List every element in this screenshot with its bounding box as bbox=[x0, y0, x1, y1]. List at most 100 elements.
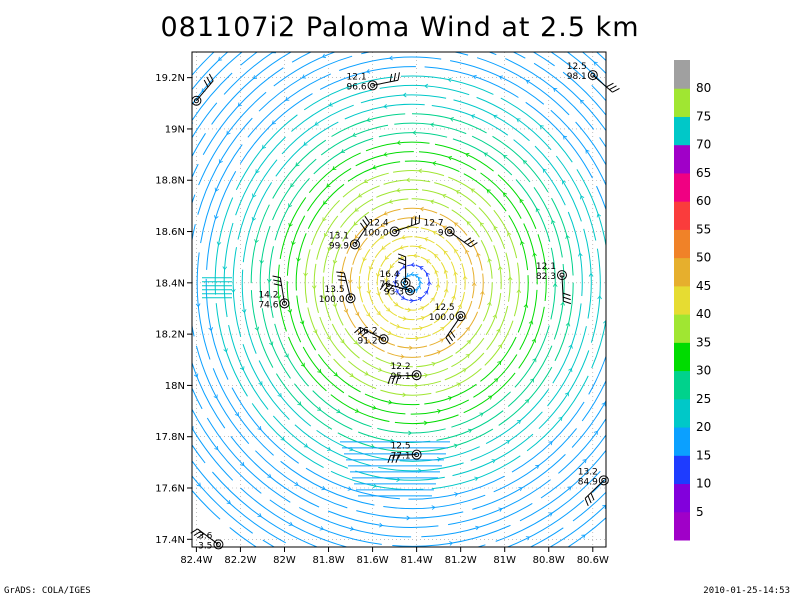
streamline-arrow bbox=[332, 166, 337, 171]
streamline bbox=[619, 103, 675, 224]
streamline-arrow bbox=[439, 590, 442, 594]
streamline bbox=[415, 264, 424, 270]
colorbar-swatch bbox=[674, 229, 690, 259]
streamline-arrow bbox=[439, 338, 444, 343]
streamline bbox=[424, 383, 477, 405]
streamline-arrow bbox=[406, 515, 411, 521]
streamline-arrow bbox=[385, 291, 390, 296]
streamline-arrow bbox=[612, 235, 616, 238]
streamline bbox=[240, 487, 349, 547]
station-dot bbox=[407, 288, 413, 294]
streamline-arrow bbox=[214, 215, 219, 220]
streamline-arrow bbox=[579, 99, 585, 104]
station-label-top: 16.4 bbox=[380, 270, 400, 280]
streamline-arrow bbox=[418, 326, 424, 331]
streamline-arrow bbox=[454, 222, 459, 227]
streamline bbox=[549, 504, 606, 547]
streamline bbox=[239, 93, 313, 164]
streamline bbox=[195, 345, 250, 445]
colorbar-swatch bbox=[674, 285, 690, 315]
streamline bbox=[485, 293, 502, 336]
streamline-arrow bbox=[507, 276, 513, 281]
wind-barb-flag bbox=[445, 337, 451, 345]
streamline-arrow bbox=[442, 39, 445, 43]
station-dot bbox=[381, 336, 387, 342]
streamline bbox=[274, 323, 309, 387]
streamline-arrow bbox=[474, 476, 479, 481]
streamline bbox=[327, 510, 439, 528]
streamline-arrow bbox=[424, 290, 429, 295]
streamline-arrow bbox=[252, 75, 258, 80]
streamline-arrow bbox=[208, 327, 213, 332]
streamline bbox=[480, 240, 493, 279]
streamline-arrow bbox=[472, 74, 477, 80]
station-ring bbox=[378, 334, 389, 345]
streamline-arrow bbox=[323, 200, 328, 205]
streamline-arrow bbox=[457, 304, 462, 309]
streamline-arrow bbox=[416, 285, 421, 290]
station-label-top: 12.4 bbox=[369, 219, 389, 229]
streamline-arrow bbox=[607, 116, 610, 120]
streamline-arrow bbox=[259, 259, 265, 265]
wind-barb-flag bbox=[206, 76, 212, 85]
streamline-arrow bbox=[523, 303, 529, 308]
streamline bbox=[308, 152, 361, 194]
streamline-arrow bbox=[552, 282, 558, 287]
streamline-arrow bbox=[413, 288, 418, 293]
streamline-arrow bbox=[568, 367, 573, 373]
streamline-arrow bbox=[644, 345, 648, 348]
streamline-arrow bbox=[383, 211, 388, 216]
footer-right-text: 2010-01-25-14:53 bbox=[703, 586, 790, 596]
streamline-arrow bbox=[375, 273, 381, 278]
streamline bbox=[240, 52, 259, 66]
streamline-arrow bbox=[454, 492, 459, 497]
streamline-arrow bbox=[356, 285, 362, 291]
streamline-arrow bbox=[423, 420, 428, 426]
streamline-arrow bbox=[349, 526, 355, 531]
streamline-arrow bbox=[568, 344, 573, 349]
streamline bbox=[362, 304, 379, 327]
streamline bbox=[493, 428, 577, 493]
streamline bbox=[434, 143, 494, 172]
streamline-arrow bbox=[138, 188, 142, 192]
station-label-bottom: 100.0 bbox=[429, 313, 455, 323]
wind-barb-flag bbox=[272, 275, 281, 279]
colorbar-swatch bbox=[674, 116, 690, 146]
wind-barb-flag bbox=[193, 530, 202, 537]
streamline bbox=[472, 454, 566, 510]
wind-barb-flag bbox=[397, 253, 406, 258]
streamline bbox=[291, 52, 313, 63]
streamline bbox=[192, 52, 229, 91]
wind-barb-flag bbox=[389, 73, 393, 82]
streamline-arrow bbox=[223, 348, 228, 353]
colorbar-label: 75 bbox=[696, 109, 711, 123]
streamline-arrow bbox=[255, 169, 260, 174]
streamline-arrow bbox=[548, 512, 553, 517]
streamline bbox=[480, 172, 522, 219]
streamline-arrow bbox=[465, 152, 470, 158]
streamline-arrow bbox=[516, 419, 522, 425]
streamline-arrow bbox=[596, 213, 602, 218]
streamline-arrow bbox=[455, 190, 461, 195]
station-dot bbox=[352, 241, 358, 247]
colorbar-swatch bbox=[674, 370, 690, 400]
y-tick-label: 17.6N bbox=[155, 484, 185, 495]
y-tick-label: 18.4N bbox=[155, 278, 185, 289]
streamline-arrow bbox=[417, 168, 423, 174]
streamline bbox=[352, 237, 368, 265]
wind-barb-flag bbox=[397, 72, 400, 81]
x-tick-label: 80.8W bbox=[533, 555, 565, 566]
streamline-arrow bbox=[226, 500, 231, 505]
streamline bbox=[581, 379, 606, 422]
streamline-arrow bbox=[239, 27, 243, 30]
streamline bbox=[329, 552, 457, 566]
wind-barb-shaft bbox=[584, 479, 605, 499]
streamline-arrow bbox=[493, 114, 498, 119]
streamline bbox=[416, 354, 453, 368]
streamline-arrow bbox=[343, 308, 349, 313]
x-tick-label: 81.4W bbox=[401, 555, 433, 566]
streamline-arrow bbox=[396, 324, 401, 329]
streamline bbox=[453, 99, 530, 142]
streamline bbox=[451, 391, 511, 428]
streamline bbox=[591, 84, 606, 102]
